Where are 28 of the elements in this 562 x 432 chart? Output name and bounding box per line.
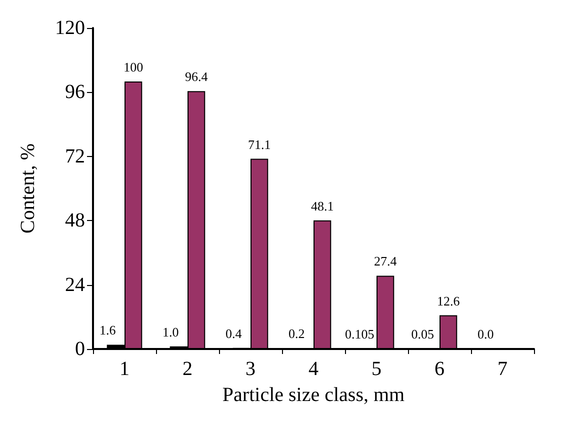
data-label: 0.4 bbox=[226, 326, 242, 341]
y-tick-label: 48 bbox=[65, 210, 85, 232]
x-tick-label: 1 bbox=[120, 358, 130, 380]
x-tick-label: 7 bbox=[498, 358, 508, 380]
x-tick-label: 4 bbox=[308, 358, 318, 380]
data-label: 71.1 bbox=[248, 136, 271, 152]
y-tick-label: 120 bbox=[55, 17, 85, 39]
x-tick-label: 3 bbox=[246, 358, 256, 380]
x-tick-label: 6 bbox=[434, 358, 444, 380]
data-label: 0.105 bbox=[345, 326, 374, 342]
x-tick-label: 2 bbox=[182, 358, 192, 380]
data-label: 100 bbox=[124, 60, 144, 74]
x-axis-title: Particle size class, mm bbox=[222, 384, 406, 406]
data-label: 1.0 bbox=[162, 324, 179, 340]
data-label: 27.4 bbox=[374, 254, 398, 269]
y-tick-label: 24 bbox=[65, 274, 85, 296]
data-label: 1.6 bbox=[100, 322, 116, 338]
data-label: 0.0 bbox=[478, 326, 494, 342]
data-label: 12.6 bbox=[436, 293, 460, 308]
y-tick-label: 0 bbox=[75, 338, 85, 360]
data-label: 0.05 bbox=[411, 326, 434, 342]
data-label: 96.4 bbox=[184, 69, 208, 84]
y-axis-title: Content, % bbox=[17, 144, 39, 234]
data-label: 48.1 bbox=[310, 198, 334, 214]
y-tick-label: 96 bbox=[65, 81, 85, 104]
y-tick-label: 72 bbox=[65, 145, 85, 168]
x-tick-label: 5 bbox=[372, 358, 382, 380]
data-label: 0.2 bbox=[288, 326, 305, 342]
